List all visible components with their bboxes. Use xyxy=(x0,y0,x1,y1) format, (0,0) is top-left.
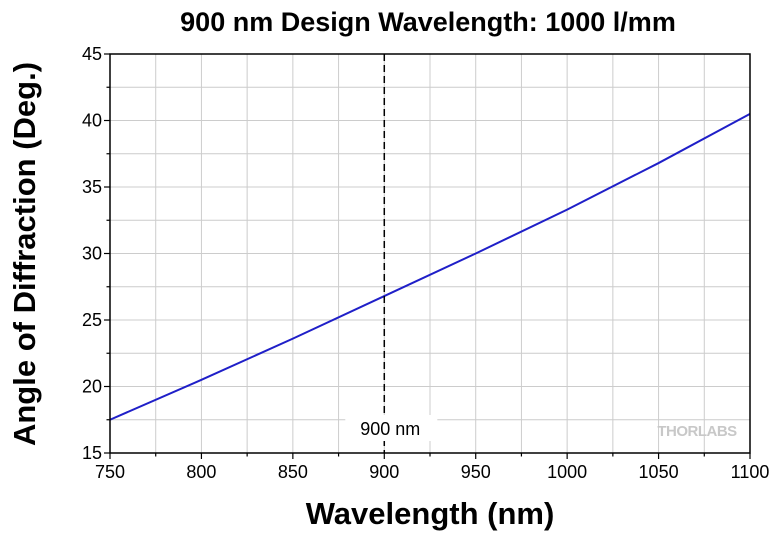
y-axis-label: Angle of Diffraction (Deg.) xyxy=(7,62,42,446)
x-tick-label: 1100 xyxy=(731,462,770,482)
x-tick-label: 900 xyxy=(369,462,399,482)
x-axis-label: Wavelength (nm) xyxy=(306,496,555,531)
y-tick-label: 30 xyxy=(82,244,102,264)
ticks xyxy=(104,53,751,459)
x-tick-labels: 750 800 850 900 950 1000 1050 1100 xyxy=(95,462,769,482)
x-tick-label: 800 xyxy=(186,462,216,482)
x-tick-label: 950 xyxy=(461,462,491,482)
y-tick-label: 45 xyxy=(82,44,102,64)
y-tick-label: 25 xyxy=(82,310,102,330)
y-tick-label: 20 xyxy=(82,377,102,397)
chart-title: 900 nm Design Wavelength: 1000 l/mm xyxy=(180,7,676,37)
x-tick-label: 1050 xyxy=(639,462,679,482)
y-tick-label: 40 xyxy=(82,111,102,131)
x-tick-label: 750 xyxy=(95,462,125,482)
y-tick-labels: 15 20 25 30 35 40 45 xyxy=(82,44,102,463)
x-tick-label: 1000 xyxy=(547,462,587,482)
x-tick-label: 850 xyxy=(278,462,308,482)
y-tick-label: 35 xyxy=(82,177,102,197)
series-layer xyxy=(109,112,751,421)
grid xyxy=(109,53,751,454)
y-tick-label: 15 xyxy=(82,443,102,463)
annotation-label: 900 nm xyxy=(360,419,420,439)
thorlabs-logo: THORLABS xyxy=(657,423,737,440)
annotation-label-bg xyxy=(345,415,438,441)
series-line xyxy=(109,112,751,421)
annotation-layer: 900 nm xyxy=(345,54,438,453)
